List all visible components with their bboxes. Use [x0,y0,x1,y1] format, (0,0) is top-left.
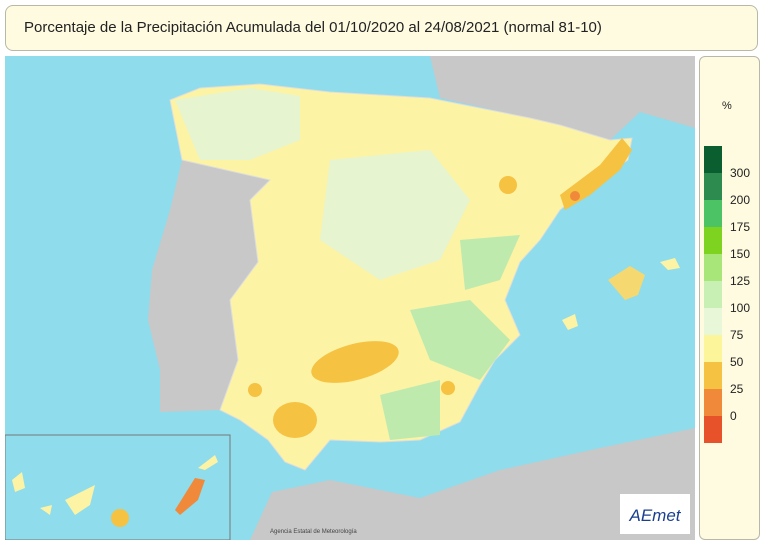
france [430,56,695,140]
legend-label: 0 [730,409,737,423]
zone-dry-ebro [499,176,517,194]
logo: AEmet [628,506,681,525]
legend-swatch [704,308,722,335]
legend-label: 200 [730,193,750,207]
legend-swatch [704,416,722,443]
legend-swatch [704,173,722,200]
legend-swatch [704,146,722,173]
zone-east [460,235,520,290]
legend-label: 100 [730,301,750,315]
legend-label: 50 [730,355,744,369]
legend-label: 125 [730,274,750,288]
legend-swatch [704,200,722,227]
tenerife [65,485,95,515]
legend-label: 150 [730,247,750,261]
zone-southeast [410,300,510,380]
credit: Agencia Estatal de Meteorología [270,529,357,535]
legend-label: 175 [730,220,750,234]
gran-canaria [111,509,129,527]
ibiza [562,314,578,330]
legend-swatch [704,362,722,389]
fuerteventura [175,478,205,515]
legend-label: 75 [730,328,744,342]
legend-swatch [704,389,722,416]
legend-label: 300 [730,166,750,180]
menorca [660,258,680,270]
zone-dry-southwest [273,402,317,438]
mallorca [608,266,645,300]
zone-dry-center [311,341,399,383]
legend-swatch [704,335,722,362]
zone-dry-granada [441,381,455,395]
lanzarote [198,455,218,470]
la-palma [12,472,25,492]
zone-south [380,380,440,440]
portugal [148,160,270,412]
map: Agencia Estatal de Meteorología AEmet [5,56,695,540]
el-hierro [40,505,52,515]
title: Porcentaje de la Precipitación Acumulada… [5,5,758,51]
legend: % 300 200 175 150 125 100 75 50 25 0 [699,56,760,540]
legend-unit: % [722,100,732,112]
legend-scale: % 300 200 175 150 125 100 75 50 25 0 [704,100,750,443]
legend-swatch [704,281,722,308]
zone-very-dry [570,191,580,201]
zone-center [320,150,470,280]
spain [169,83,633,471]
legend-swatch [704,254,722,281]
zone-dry-extremadura [248,383,262,397]
logo-box [620,494,690,534]
legend-swatch [704,227,722,254]
africa [250,428,695,540]
zone-northwest [175,88,300,160]
legend-label: 25 [730,382,744,396]
